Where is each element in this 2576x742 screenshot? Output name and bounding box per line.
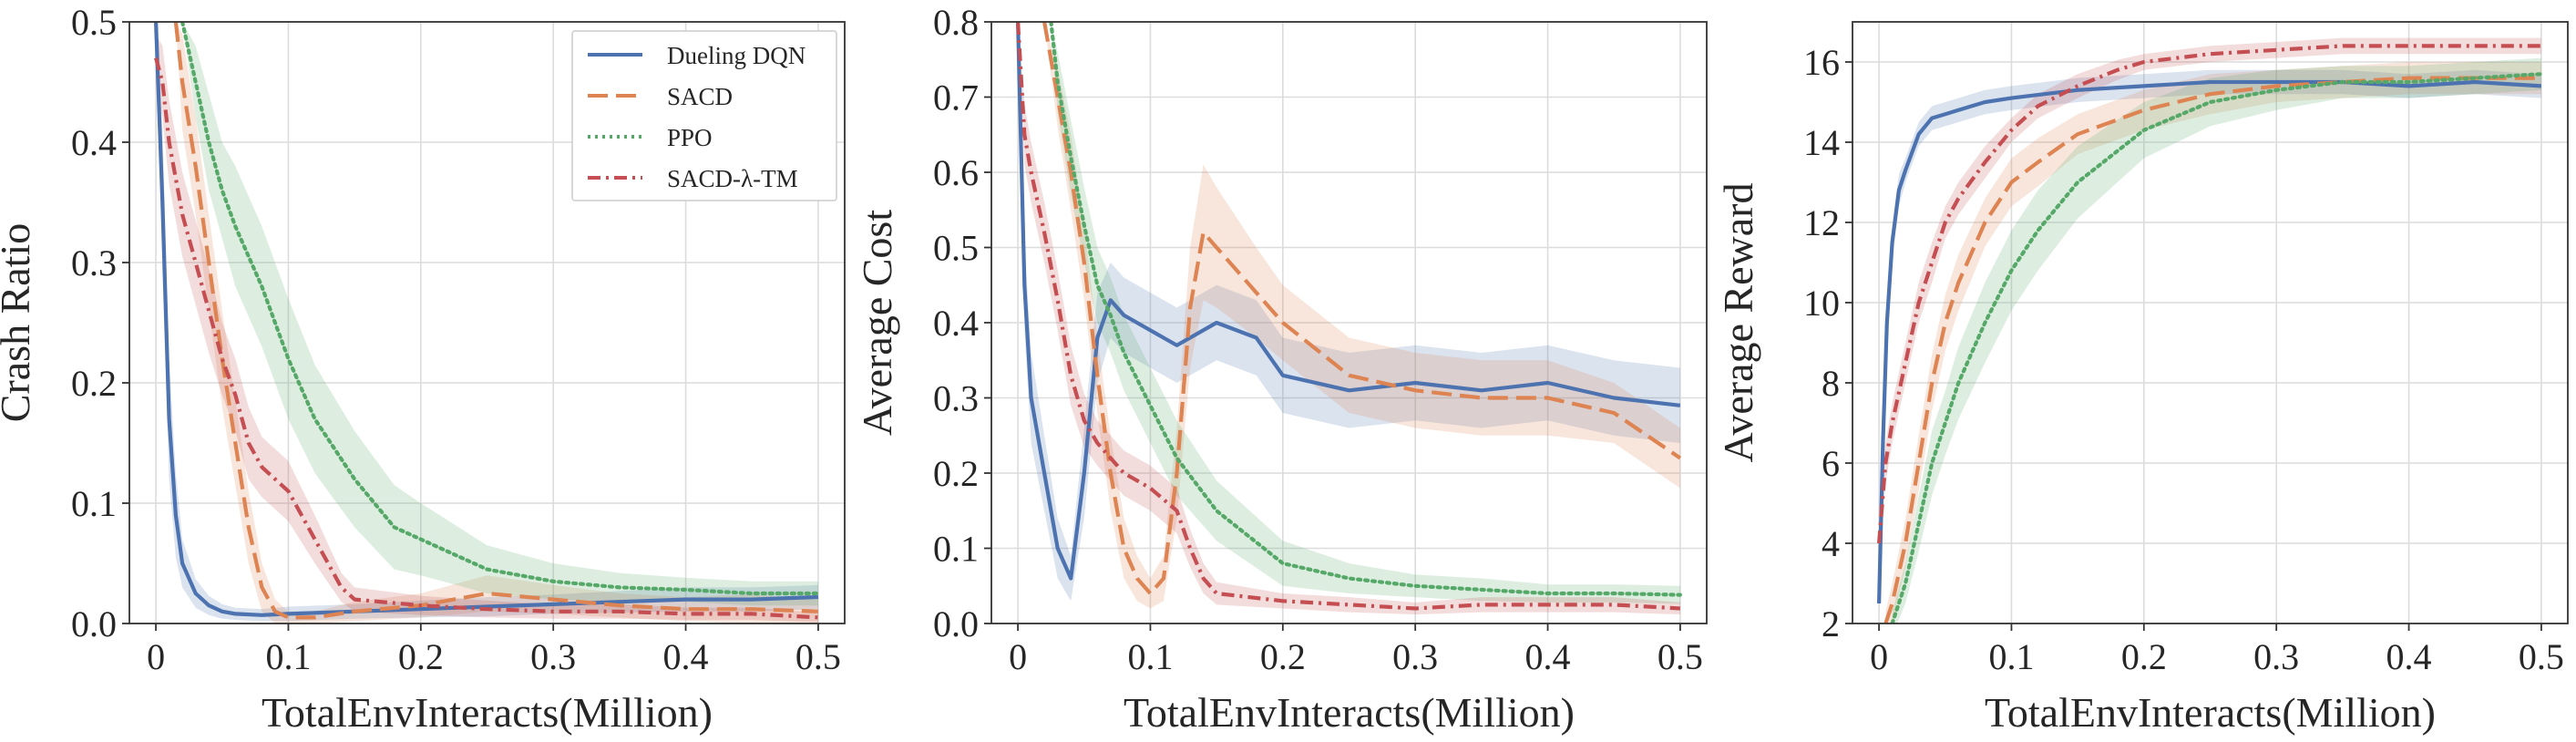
average-cost-x-tick-label: 0.3 (1392, 636, 1438, 677)
crash-ratio-x-tick-label: 0.5 (795, 636, 841, 677)
average-reward-chart: 0 0.1 0.2 0.3 0.4 0.5 2 4 6 8 10 12 14 16 TotalEnvInte… (1715, 21, 2569, 736)
legend-label-sacd-tm: SACD-λ-TM (667, 165, 798, 192)
average-cost-line-dueling-dqn (1016, 22, 1681, 581)
average-cost-y-tick-label: 0.4 (933, 303, 979, 344)
legend: Dueling DQN SACD PPO SACD-λ-TM (571, 30, 837, 201)
average-reward-x-tick-label: 0.1 (1988, 636, 2034, 677)
legend-label-sacd: SACD (667, 83, 733, 110)
average-cost-x-axis-label: TotalEnvInteracts(Million) (1124, 689, 1575, 736)
average-cost-line-ppo (1049, 22, 1683, 597)
average-reward-y-tick-label: 4 (1822, 523, 1840, 564)
average-cost-chart: 0 0.1 0.2 0.3 0.4 0.5 0.0 0.1 0.2 0.3 0.4 0.5 0.6 0.7… (854, 2, 1708, 736)
average-cost-y-tick-label: 0.1 (933, 529, 979, 570)
average-reward-y-tick-label: 12 (1803, 202, 1840, 243)
crash-ratio-y-tick-label: 0.3 (71, 242, 117, 283)
crash-ratio-x-tick-label: 0.3 (530, 636, 576, 677)
crash-ratio-y-tick-label: 0.4 (71, 122, 117, 163)
average-cost-line-sacd-tm (1016, 22, 1681, 611)
crash-ratio-line-ppo (180, 22, 821, 596)
average-reward-band-dueling-dqn (1879, 69, 2541, 616)
legend-label-dueling-dqn: Dueling DQN (667, 42, 806, 69)
average-cost-x-tick-label: 0 (1009, 636, 1027, 677)
average-cost-y-tick-label: 0.6 (933, 152, 979, 193)
average-cost-x-tick-label: 0.4 (1525, 636, 1571, 677)
average-cost-y-tick-label: 0.7 (933, 77, 979, 119)
crash-ratio-x-axis-label: TotalEnvInteracts(Million) (262, 689, 713, 736)
crash-ratio-y-tick-label: 0.5 (71, 2, 117, 43)
average-reward-x-tick-label: 0.2 (2121, 636, 2167, 677)
average-reward-y-tick-label: 6 (1822, 443, 1840, 484)
crash-ratio-x-tick-label: 0.4 (663, 636, 709, 677)
crash-ratio-line-sacd-tm (154, 57, 819, 620)
average-reward-line-ppo (1890, 72, 2543, 623)
legend-box (571, 30, 837, 201)
crash-ratio-x-tick-label: 0.1 (265, 636, 311, 677)
crash-ratio-y-tick-label: 0.0 (71, 603, 117, 644)
crash-ratio-x-tick-label: 0 (147, 636, 165, 677)
crash-ratio-axes-frame (128, 21, 846, 624)
average-cost-x-tick-label: 0.2 (1260, 636, 1306, 677)
average-reward-x-tick-label: 0 (1870, 636, 1888, 677)
average-cost-y-axis-label: Average Cost (854, 210, 900, 436)
crash-ratio-y-tick-label: 0.1 (71, 483, 117, 524)
average-reward-x-tick-label: 0.3 (2253, 636, 2299, 677)
average-reward-y-tick-label: 14 (1803, 122, 1840, 163)
average-cost-y-tick-label: 0.5 (933, 228, 979, 269)
average-cost-band-sacd (1044, 22, 1680, 609)
average-reward-axes-frame (1852, 21, 2569, 624)
average-reward-x-axis-label: TotalEnvInteracts(Million) (1985, 689, 2436, 736)
crash-ratio-line-sacd (173, 22, 818, 620)
average-reward-y-tick-label: 10 (1803, 283, 1840, 324)
crash-ratio-x-tick-label: 0.2 (398, 636, 444, 677)
average-cost-y-tick-label: 0.0 (933, 603, 979, 644)
average-reward-y-tick-label: 16 (1803, 42, 1840, 83)
average-reward-y-tick-label: 2 (1822, 603, 1840, 644)
average-reward-x-tick-label: 0.5 (2519, 636, 2564, 677)
average-cost-x-tick-label: 0.5 (1657, 636, 1703, 677)
crash-ratio-line-dueling-dqn (154, 22, 818, 617)
average-reward-band-ppo (1892, 57, 2541, 623)
average-cost-y-tick-label: 0.3 (933, 378, 979, 419)
average-cost-band-dueling-dqn (1018, 22, 1680, 602)
average-cost-x-tick-label: 0.1 (1127, 636, 1173, 677)
average-reward-y-axis-label: Average Reward (1715, 183, 1761, 463)
average-reward-line-sacd-tm (1877, 44, 2541, 544)
crash-ratio-y-tick-label: 0.2 (71, 363, 117, 404)
legend-label-ppo: PPO (667, 124, 713, 151)
average-cost-line-sacd (1042, 22, 1682, 596)
average-cost-y-tick-label: 0.2 (933, 453, 979, 494)
average-reward-y-tick-label: 8 (1822, 363, 1840, 404)
average-cost-y-tick-label: 0.8 (933, 2, 979, 43)
crash-ratio-y-axis-label: Crash Ratio (0, 223, 38, 422)
average-reward-x-tick-label: 0.4 (2386, 636, 2432, 677)
